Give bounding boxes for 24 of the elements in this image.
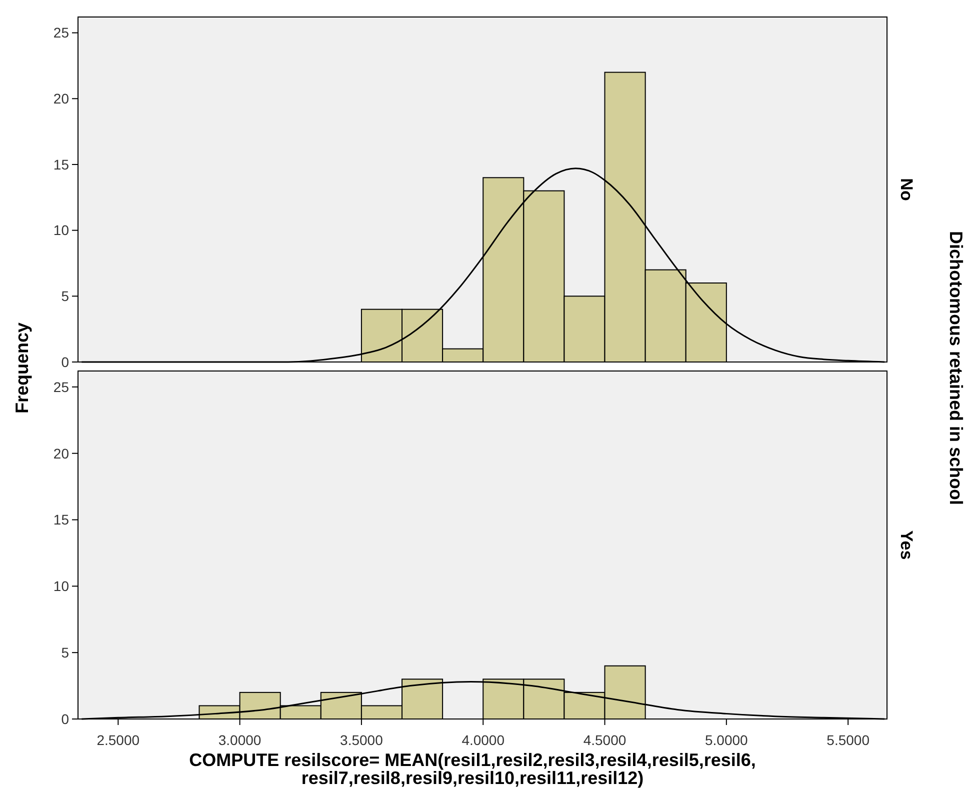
y-tick-label: 10	[53, 222, 70, 238]
x-tick-label: 3.5000	[340, 732, 384, 748]
y-tick-label: 20	[53, 90, 70, 107]
y-tick-label: 25	[53, 378, 70, 395]
text: Dichotomous retained in school	[946, 230, 966, 506]
x-tick-label: 4.0000	[462, 732, 505, 748]
y-tick-label: 25	[53, 24, 70, 41]
y2-axis-title: Yes	[897, 530, 916, 560]
y-tick-label: 15	[53, 512, 70, 528]
y-tick-label: 0	[61, 710, 70, 727]
x-tick-label: 4.5000	[583, 732, 626, 748]
y-tick-label: 15	[53, 156, 70, 172]
y-tick-label: 10	[53, 578, 70, 594]
y-tick-label: 5	[61, 644, 70, 660]
y-tick-label: 0	[61, 354, 70, 370]
x-tick-label: 5.0000	[705, 732, 748, 748]
x-tick-label: 3.0000	[218, 732, 262, 748]
x-axis-title: COMPUTE resilscore= MEAN(resil1,resil2,resil3,resil4,resil5,resil6, resil7,resil8,resil9,resil10,resil11,resil12)	[189, 750, 756, 788]
y-axis-title: Frequency	[12, 322, 32, 414]
x-tick-label: 5.5000	[826, 732, 870, 748]
y2-axis-title: No	[897, 178, 916, 201]
y-tick-label: 5	[61, 288, 70, 304]
x-tick-label: 2.5000	[96, 732, 140, 748]
y-tick-label: 20	[53, 445, 70, 462]
